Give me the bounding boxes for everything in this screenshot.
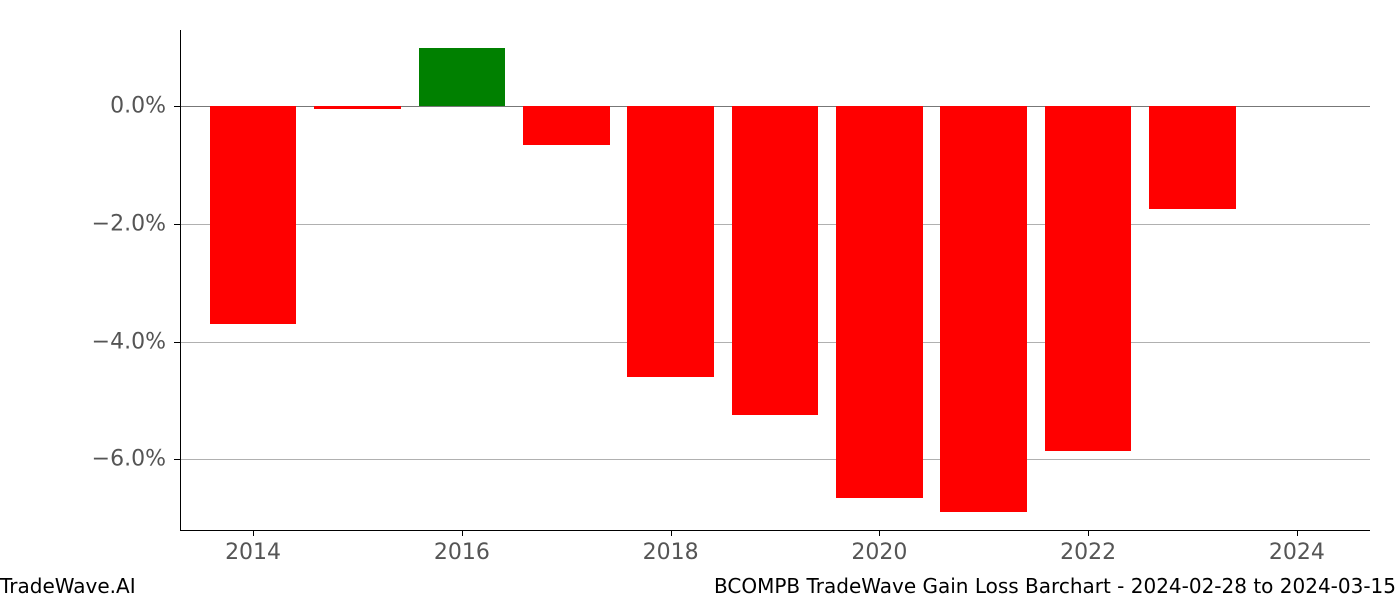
xtick-label: 2024 bbox=[1269, 530, 1325, 565]
ytick-label: −6.0% bbox=[92, 447, 180, 472]
xtick-label: 2018 bbox=[643, 530, 699, 565]
axis-spine-bottom bbox=[180, 530, 1370, 531]
bar-2022 bbox=[1045, 106, 1132, 450]
bar-2016 bbox=[419, 48, 506, 107]
bar-2019 bbox=[732, 106, 819, 415]
gridline bbox=[180, 459, 1370, 460]
bar-2018 bbox=[627, 106, 714, 377]
bar-2021 bbox=[940, 106, 1027, 512]
footer-caption: BCOMPB TradeWave Gain Loss Barchart - 20… bbox=[714, 574, 1396, 598]
footer-brand: TradeWave.AI bbox=[0, 574, 136, 598]
ytick-label: 0.0% bbox=[110, 94, 180, 119]
xtick-label: 2020 bbox=[851, 530, 907, 565]
xtick-label: 2014 bbox=[225, 530, 281, 565]
plot-area: 0.0%−2.0%−4.0%−6.0%201420162018202020222… bbox=[180, 30, 1370, 530]
bar-2020 bbox=[836, 106, 923, 497]
ytick-label: −4.0% bbox=[92, 329, 180, 354]
xtick-label: 2016 bbox=[434, 530, 490, 565]
bar-2017 bbox=[523, 106, 610, 144]
ytick-label: −2.0% bbox=[92, 212, 180, 237]
bar-2014 bbox=[210, 106, 297, 324]
xtick-label: 2022 bbox=[1060, 530, 1116, 565]
axis-spine-left bbox=[180, 30, 181, 530]
bar-2023 bbox=[1149, 106, 1236, 209]
gain-loss-barchart: 0.0% −2.0% −4.0% −6.0% 2014 2016 2018 2020 2022 2… bbox=[0, 0, 1400, 600]
bar-2015 bbox=[314, 106, 401, 109]
